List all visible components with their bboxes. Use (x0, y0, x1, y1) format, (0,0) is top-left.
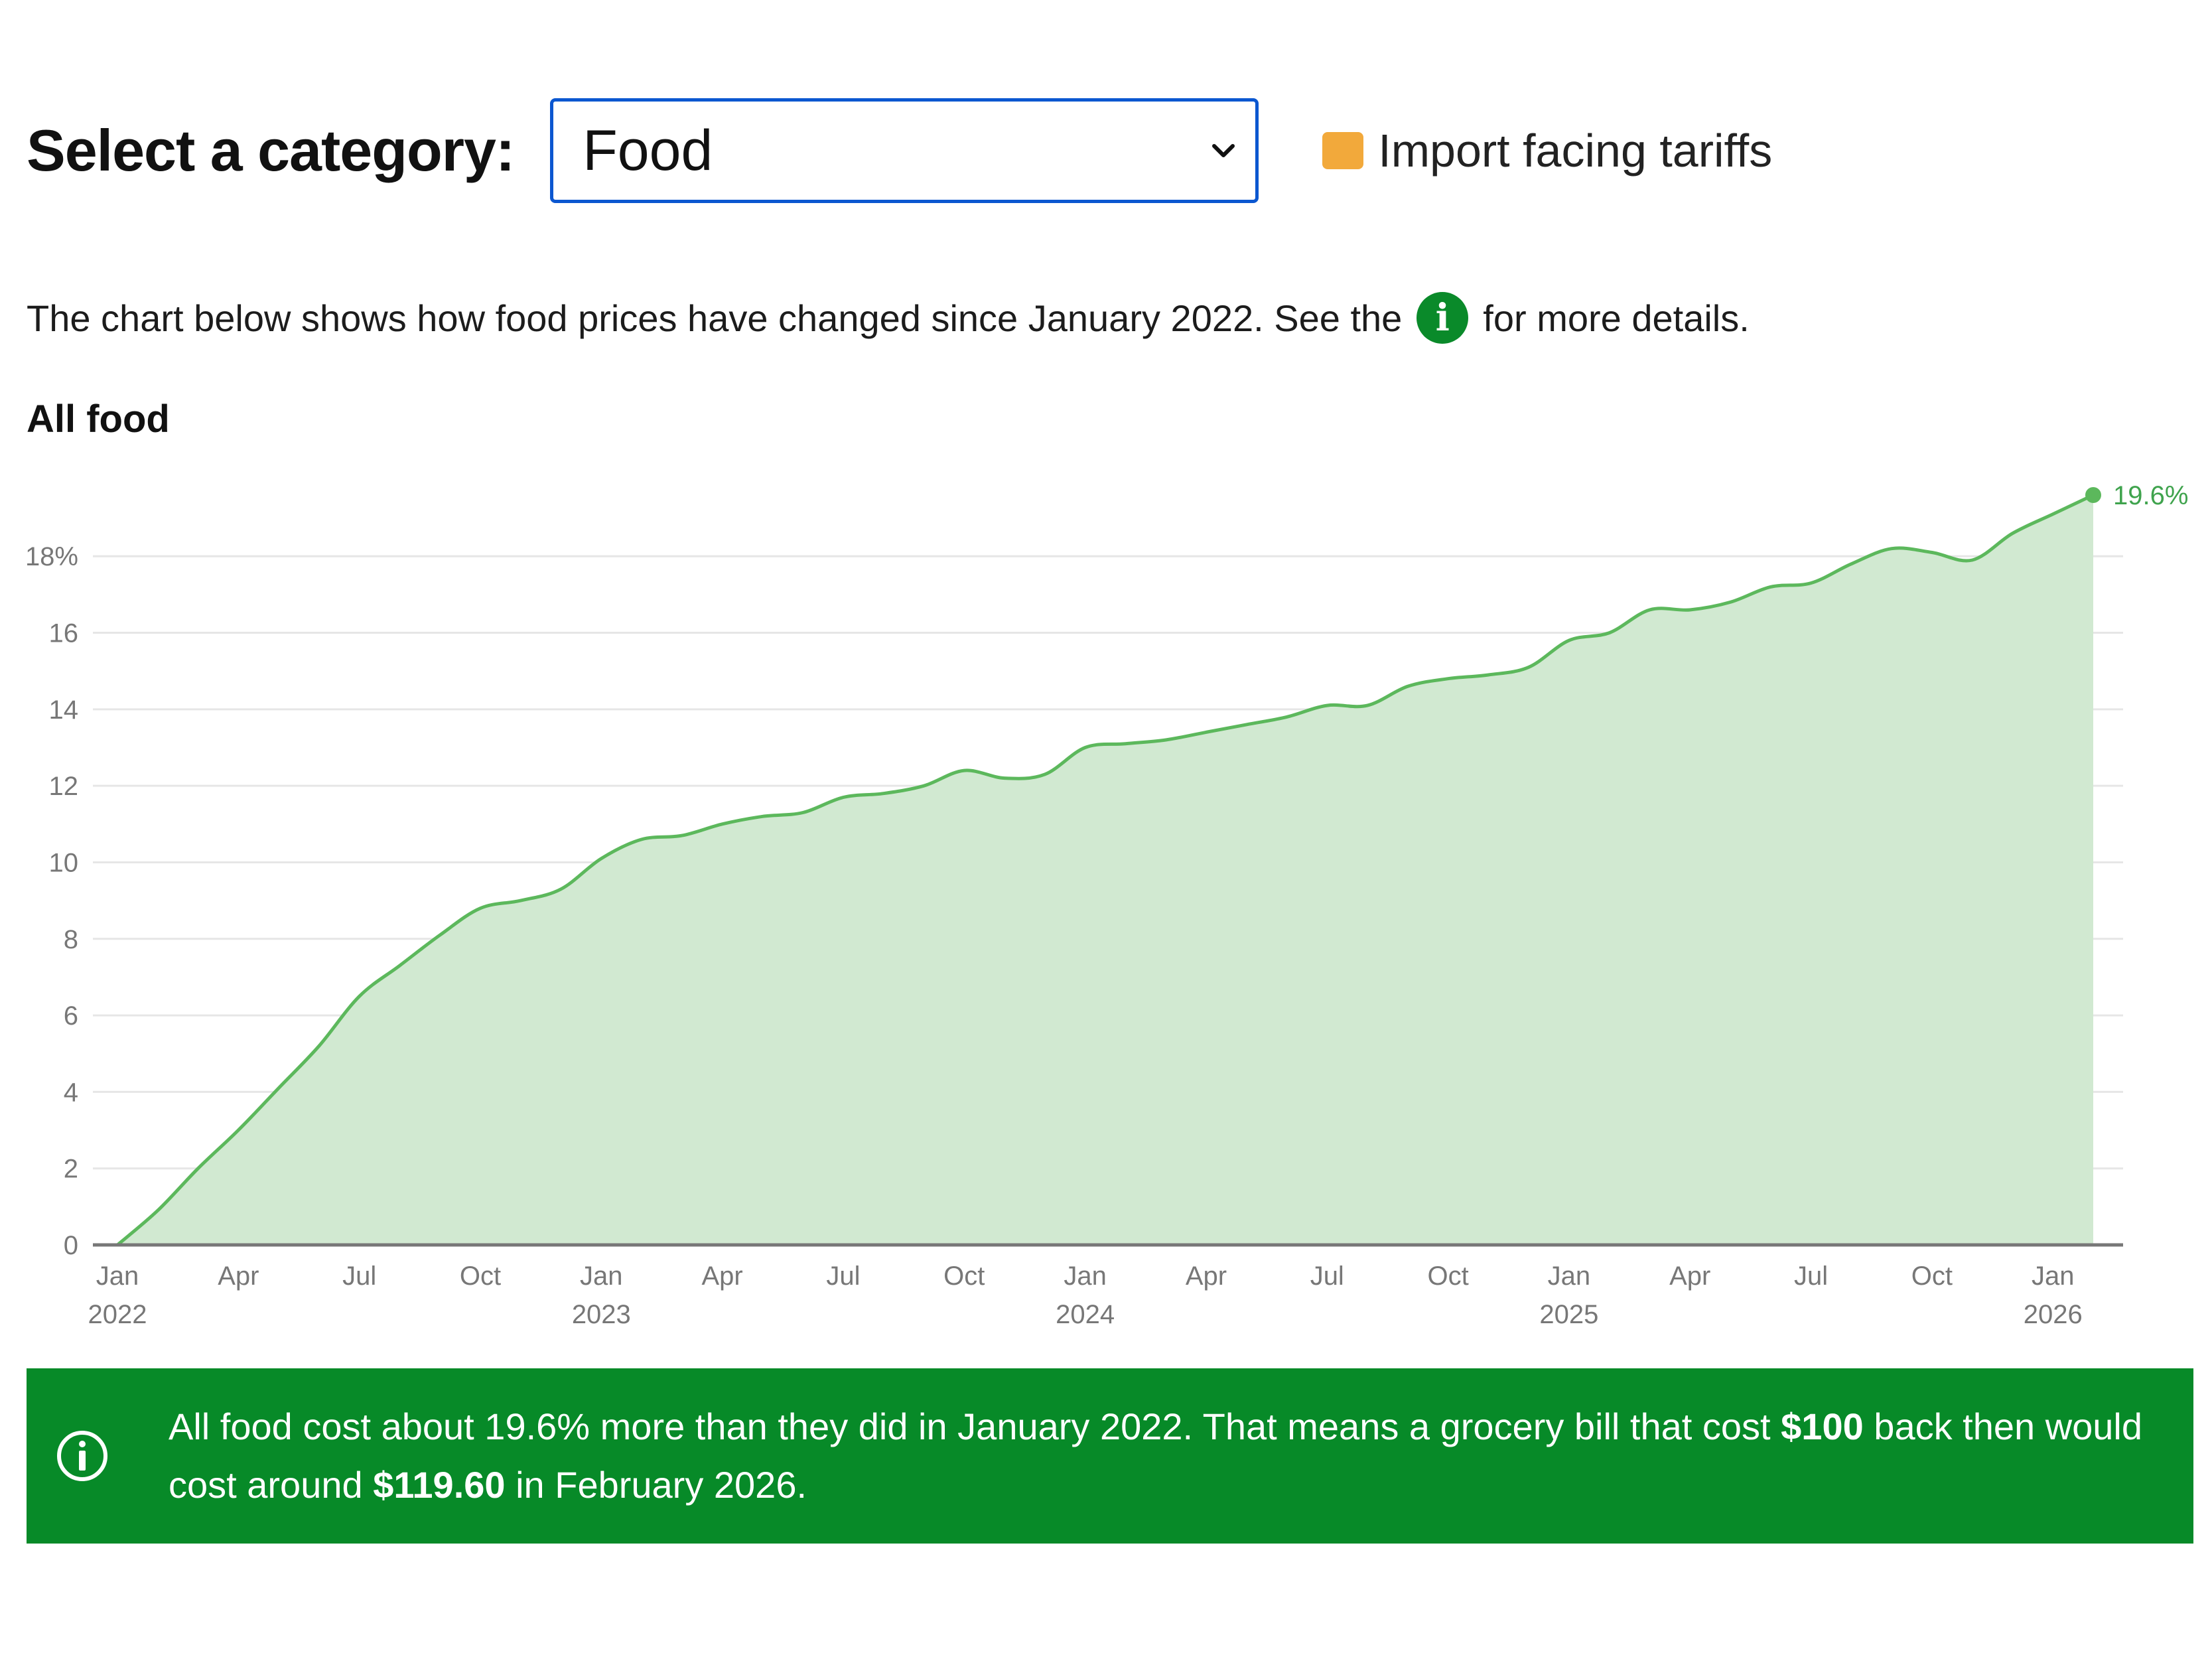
y-axis-ticks: 0 2 4 6 8 10 12 14 16 18% (25, 542, 78, 1260)
y-tick-label: 10 (49, 848, 79, 877)
x-tick-label: Apr (1669, 1262, 1710, 1291)
y-tick-label: 18% (25, 542, 78, 571)
x-tick-year-label: 2024 (1056, 1300, 1115, 1329)
chart-description: The chart below shows how food prices ha… (27, 292, 1750, 344)
end-value-label: 19.6% (2113, 481, 2188, 510)
x-tick-label: Oct (1427, 1262, 1468, 1291)
legend-swatch (1322, 132, 1364, 169)
x-tick-label: Apr (1186, 1262, 1227, 1291)
y-tick-label: 2 (64, 1155, 78, 1184)
category-controls: Select a category: Food Import facing ta… (27, 94, 1772, 207)
summary-amount-then: $100 (1781, 1406, 1864, 1447)
series-line (116, 493, 2095, 1246)
x-tick-label: Jan (2032, 1262, 2075, 1291)
summary-part-2: back then would cost around (169, 1406, 2143, 1506)
summary-banner: All food cost about 19.6% more than they… (27, 1368, 2193, 1544)
x-tick-year-label: 2026 (2024, 1300, 2083, 1329)
x-tick-year-label: 2023 (572, 1300, 631, 1329)
chevron-down-icon (1212, 144, 1235, 157)
description-text-after: for more details. (1483, 297, 1750, 339)
summary-text: All food cost about 19.6% more than they… (169, 1398, 2154, 1514)
x-tick-label: Jul (342, 1262, 376, 1291)
description-text-before: The chart below shows how food prices ha… (27, 297, 1403, 339)
legend-label: Import facing tariffs (1378, 125, 1773, 177)
x-tick-label: Jan (96, 1262, 139, 1291)
x-tick-label: Jul (1794, 1262, 1828, 1291)
summary-amount-now: $119.60 (373, 1464, 506, 1506)
x-tick-label: Jan (1064, 1262, 1107, 1291)
x-tick-label: Jul (826, 1262, 860, 1291)
x-tick-label: Jul (1310, 1262, 1344, 1291)
x-tick-label: Jan (1548, 1262, 1591, 1291)
info-icon[interactable]: i (1417, 292, 1469, 344)
y-tick-label: 12 (49, 772, 79, 801)
x-tick-label: Apr (218, 1262, 259, 1291)
area-fill (117, 495, 2093, 1245)
legend: Import facing tariffs (1322, 124, 1772, 177)
x-tick-year-label: 2025 (1539, 1300, 1598, 1329)
x-tick-label: Oct (1911, 1262, 1953, 1291)
category-select[interactable]: Food (550, 98, 1259, 203)
summary-part-3: in February 2026. (505, 1464, 807, 1506)
end-point-marker (2085, 487, 2101, 503)
y-tick-label: 4 (64, 1078, 78, 1107)
chart-title: All food (27, 397, 170, 441)
x-tick-label: Oct (460, 1262, 501, 1291)
info-circle-icon (57, 1431, 107, 1481)
category-select-value: Food (583, 118, 713, 182)
y-tick-label: 14 (49, 695, 79, 725)
x-tick-label: Oct (943, 1262, 985, 1291)
area-chart: 0 2 4 6 8 10 12 14 16 18% Jan 2022 Apr Jul Oct Jan 2023… (25, 481, 2188, 1329)
summary-part-1: All food cost about 19.6% more than they… (169, 1406, 1781, 1447)
y-tick-label: 16 (49, 619, 79, 648)
y-tick-label: 6 (64, 1001, 78, 1031)
y-tick-label: 8 (64, 925, 78, 954)
y-tick-label: 0 (64, 1231, 78, 1260)
x-tick-label: Apr (702, 1262, 743, 1291)
x-tick-label: Jan (580, 1262, 623, 1291)
select-category-label: Select a category: (27, 117, 515, 183)
x-tick-year-label: 2022 (88, 1300, 147, 1329)
x-axis-ticks: Jan 2022 Apr Jul Oct Jan 2023 Apr Jul Oct Jan 2024 A… (88, 1262, 2083, 1329)
